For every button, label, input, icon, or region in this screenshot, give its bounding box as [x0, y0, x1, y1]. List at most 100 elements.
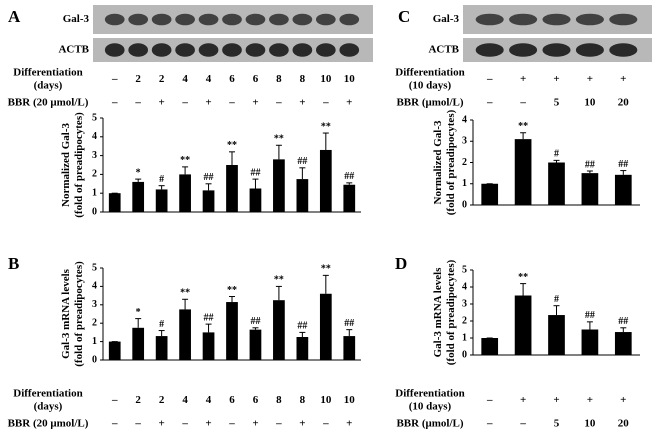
significance-label: # — [159, 174, 164, 185]
blot-label: ACTB — [58, 44, 89, 56]
condition-value: + — [205, 97, 211, 109]
significance-label: * — [136, 307, 141, 318]
condition-value: – — [322, 418, 329, 430]
significance-label: ## — [585, 310, 595, 321]
bar — [481, 183, 499, 205]
condition-value: 10 — [584, 97, 596, 109]
y-axis-label-line: (fold of preadipocytes) — [73, 112, 85, 218]
y-tick-label: 3 — [92, 150, 97, 161]
condition-value: 10 — [320, 73, 332, 85]
bar — [548, 315, 565, 355]
significance-label: ## — [585, 159, 595, 170]
significance-label: ## — [344, 318, 354, 329]
condition-label: BBR (20 μmol/L) — [8, 97, 89, 109]
condition-label: BBR (μmol/L) — [396, 97, 463, 109]
blot-band — [575, 13, 604, 26]
y-axis-label-line: Gal-3 mRNA levels — [432, 267, 444, 358]
condition-value: 6 — [229, 394, 235, 406]
y-axis-label: Gal-3 mRNA levels(fold of preadipocytes) — [432, 259, 457, 365]
condition-value: 8 — [276, 394, 282, 406]
condition-value: – — [181, 418, 188, 430]
significance-label: ## — [618, 159, 628, 170]
bar — [319, 293, 332, 360]
condition-value: 2 — [159, 73, 165, 85]
y-axis-label-line: (fold of preadipocytes) — [445, 109, 457, 215]
condition-value: 20 — [618, 97, 630, 109]
blot-band — [222, 13, 242, 26]
blot-label: Gal-3 — [433, 13, 460, 25]
significance-label: ** — [321, 264, 331, 275]
bar — [273, 300, 285, 360]
y-axis-label: Gal-3 mRNA levels(fold of preadipocytes) — [60, 261, 85, 367]
condition-value: – — [228, 418, 235, 430]
bar — [548, 162, 565, 205]
condition-value: – — [228, 97, 235, 109]
y-axis-label: Normalized Gal-3(fold of preadipocytes) — [60, 112, 85, 218]
y-tick-label: 2 — [462, 157, 467, 168]
condition-value: 10 — [320, 394, 332, 406]
condition-label: Differentiation — [13, 388, 82, 400]
y-tick-label: 2 — [92, 169, 97, 180]
bar — [249, 329, 262, 360]
condition-value: + — [299, 97, 305, 109]
blot-band — [292, 13, 313, 26]
blot-band — [128, 13, 149, 26]
condition-value: – — [519, 97, 526, 109]
condition-label: Differentiation — [395, 67, 464, 79]
condition-value: – — [486, 418, 493, 430]
blot-band — [339, 43, 360, 57]
blot-band — [315, 43, 336, 57]
condition-value: 5 — [554, 418, 560, 430]
y-axis-label-line: Normalized Gal-3 — [60, 122, 72, 207]
bar — [514, 295, 532, 355]
significance-label: ## — [204, 172, 214, 183]
bar — [319, 149, 332, 212]
panel-label: B — [8, 254, 19, 273]
y-axis-label-line: Gal-3 mRNA levels — [60, 268, 72, 359]
condition-label: Differentiation — [395, 388, 464, 400]
blot-band — [269, 43, 289, 57]
significance-label: ## — [344, 171, 354, 182]
condition-label: (days) — [34, 80, 63, 92]
blot-band — [315, 13, 336, 26]
significance-label: ** — [274, 134, 284, 145]
y-tick-label: 2 — [92, 317, 97, 328]
condition-value: – — [322, 97, 329, 109]
condition-value: 2 — [135, 73, 141, 85]
condition-value: + — [587, 394, 593, 406]
blot-band — [509, 13, 538, 26]
y-axis-label-line: (fold of preadipocytes) — [445, 259, 457, 365]
condition-label: Differentiation — [13, 67, 82, 79]
blot-band — [104, 13, 125, 26]
bar — [514, 139, 532, 205]
blot-band — [245, 13, 266, 26]
significance-label: ** — [321, 121, 331, 132]
condition-value: + — [553, 394, 559, 406]
condition-label: BBR (μmol/L) — [396, 418, 463, 430]
condition-label: (10 days) — [409, 401, 452, 413]
blot-band — [198, 13, 219, 26]
significance-label: # — [554, 149, 559, 160]
bar — [202, 332, 215, 360]
condition-value: – — [275, 418, 282, 430]
condition-value: – — [275, 97, 282, 109]
condition-value: 4 — [206, 394, 212, 406]
condition-value: – — [111, 73, 118, 85]
bar — [202, 190, 215, 212]
condition-value: 8 — [300, 73, 306, 85]
condition-value: + — [158, 418, 164, 430]
bar — [108, 341, 121, 360]
blot-band — [151, 43, 172, 57]
bar — [343, 184, 356, 212]
significance-label: ** — [180, 155, 190, 166]
panel-label: A — [8, 7, 21, 26]
condition-value: + — [346, 418, 352, 430]
condition-value: + — [346, 97, 352, 109]
blot-band — [245, 43, 266, 57]
y-tick-label: 4 — [462, 114, 467, 125]
blot-band — [222, 43, 242, 57]
condition-value: 4 — [182, 73, 188, 85]
bar — [132, 327, 145, 360]
blot-band — [475, 13, 504, 26]
condition-value: 10 — [584, 418, 596, 430]
